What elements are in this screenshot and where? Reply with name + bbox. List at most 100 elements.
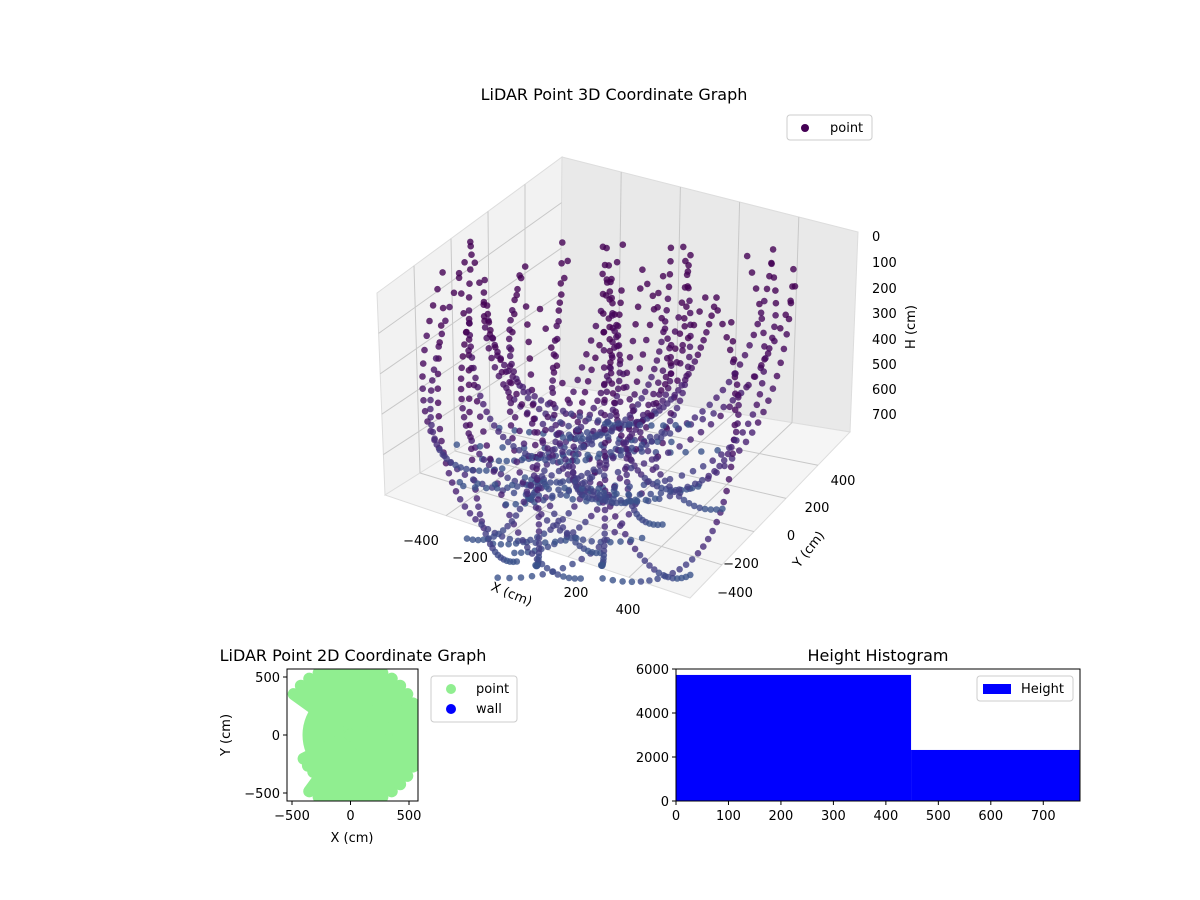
3d-point [758,315,766,323]
3d-point [559,465,567,472]
3d-point [473,398,481,405]
3d-point [749,411,757,418]
3d-point [452,488,460,495]
3d-point [486,415,494,423]
3d-point [699,463,707,470]
3d-point [771,337,778,345]
3d-point [506,394,513,401]
3d-point [550,400,557,408]
3d-point [674,377,681,385]
3d-point [764,350,772,357]
3d-point [617,357,624,364]
3d-point [419,373,426,380]
3d-point [601,542,608,550]
3d-point [504,522,511,530]
3d-point [700,336,707,344]
3d-point [613,321,620,329]
3d-point [590,404,597,412]
3d-point [502,501,510,508]
3d-point [578,555,585,563]
3d-ytick-label: 400 [831,474,856,489]
3d-point [477,392,484,400]
3d-point [510,368,517,375]
3d-point [486,455,494,463]
3d-point [633,378,641,386]
3d-point [506,574,513,582]
3d-point [524,544,531,551]
3d-point [468,354,476,361]
3d-point [754,419,762,426]
3d-point [476,279,483,287]
3d-point [491,481,499,488]
3d-point [596,468,603,475]
3d-point [658,338,665,346]
3d-xtick-label: −200 [452,551,488,566]
histogram-chart: Height Histogram 0 100 200 300 400 500 600 700 0… [636,646,1081,824]
3d-point [765,397,772,405]
3d-point [595,485,602,492]
3d-point [535,534,543,542]
3d-point [617,299,624,307]
3d-point [528,572,536,580]
3d-point [576,524,583,531]
3d-point [428,421,435,429]
3d-point [656,348,663,355]
3d-point [636,491,644,498]
3d-point [508,518,516,525]
3d-point [720,403,727,411]
3d-gridline [413,265,421,474]
3d-point [588,538,595,545]
3d-point [659,367,667,375]
3d-point [465,395,473,403]
3d-point [601,439,609,447]
3d-point [675,314,682,321]
3d-point [423,332,431,340]
3d-point [601,261,609,269]
3d-point [429,302,437,309]
3d-point [549,452,556,460]
3d-point [517,574,525,581]
3d-point [660,328,667,336]
3d-ztick [854,362,862,364]
3d-point [736,361,744,368]
3d-xtick-label: −400 [403,534,439,549]
3d-point [474,383,482,391]
3d-ytick-label: −400 [717,586,753,601]
3d-point [469,536,477,543]
3d-point [685,500,693,507]
3d-point [760,329,767,337]
3d-point [614,468,622,476]
3d-point [437,322,445,329]
3d-point [662,373,670,381]
3d-point [450,289,458,297]
3d-point [569,469,577,477]
3d-point [687,436,694,443]
3d-point [640,481,648,489]
3d-point [463,465,470,473]
3d-point [536,451,544,458]
3d-title: LiDAR Point 3D Coordinate Graph [481,85,748,104]
3d-point [733,437,740,444]
3d-point [760,408,767,416]
3d-point [557,458,564,466]
3d-point [458,364,466,372]
3d-point [485,461,493,469]
3d-point [657,489,665,497]
hist-title: Height Histogram [808,646,949,665]
3d-point [724,450,732,458]
3d-point [761,356,768,363]
3d-point [675,493,683,500]
3d-point [686,309,694,317]
3d-point [561,484,568,492]
3d-point [570,443,577,451]
3d-point [666,417,674,425]
3d-point [478,521,485,528]
3d-point [732,428,740,436]
3d-point [772,312,779,319]
3d-point [497,355,505,362]
3d-point [614,420,622,427]
3d-point [524,394,532,402]
3d-point [642,496,650,504]
3d-point [498,491,505,499]
